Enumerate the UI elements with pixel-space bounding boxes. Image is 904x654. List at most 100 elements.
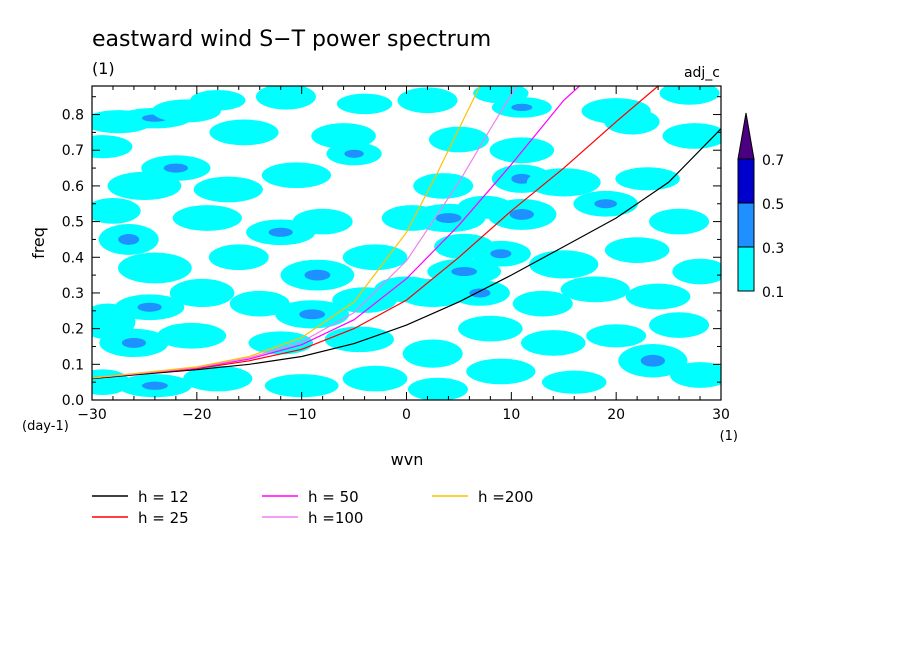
contour-patch [489,137,555,164]
contour-patch [541,370,607,394]
x-tick-label: −10 [287,407,317,423]
contour-core [268,227,293,237]
x-tick-label: 30 [712,407,730,423]
colorbar-extend-arrow [737,112,755,160]
chart-subtitle: (1) [92,59,115,78]
contour-patch [208,244,269,271]
y-tick-label: 0.0 [62,393,84,409]
contour-patch [526,168,601,197]
colorbar-label: 0.1 [762,285,784,301]
y-tick-label: 0.4 [62,250,84,266]
contour-core [511,103,533,112]
contour-patch [311,123,376,149]
contour-core [451,267,478,277]
contour-patch [342,365,408,392]
contour-core [118,234,140,245]
contour-patch [604,237,670,263]
contour-patch [586,324,647,348]
contour-patch [520,330,586,356]
contour-patch [292,208,353,235]
contour-patch [92,198,141,224]
contour-core [435,213,462,223]
contour-core [299,309,326,320]
contour-patch [92,135,133,159]
x-tick-label: −30 [77,407,107,423]
colorbar-segment [737,158,755,204]
x-axis-label: wvn [391,450,424,469]
chart-title: eastward wind S−T power spectrum [92,27,491,52]
contour-patch [398,278,468,308]
contour-patch [117,252,192,284]
contour-patch [662,123,721,149]
x-tick-label: 10 [502,407,520,423]
contour-patch [529,250,599,279]
contour-core [594,199,617,209]
contour-patch [649,312,710,338]
contour-core [137,302,162,312]
contour-patch [190,89,246,111]
legend-label: h = 12 [138,488,189,506]
contour-patch [512,290,573,317]
contour-patch [229,290,290,317]
contour-patch [604,108,660,135]
legend-label: h = 50 [308,488,359,506]
x-unit-label: (1) [720,429,738,444]
contour-patch [248,331,313,355]
contour-patch [209,119,279,146]
contour-patch [649,208,710,235]
colorbar-label: 0.7 [762,153,784,169]
axes: −30 −20 −10 0 10 20 30 0.0 0.1 0.2 0.3 0.4 0.5 0.6 0.7… [62,86,730,423]
x-tick-label: 0 [402,407,411,423]
contour-patch [402,339,463,368]
contour-patch [407,377,468,400]
contour-core [490,249,512,259]
colorbar-label: 0.5 [762,197,784,213]
contour-patch [615,167,680,191]
contour-core [121,337,147,348]
colorbar-segment [737,246,755,292]
colorbar-label: 0.3 [762,241,784,257]
contour-core [163,163,188,173]
contour-core [344,149,364,158]
series-line-5 [92,86,481,379]
contour-core [509,209,534,220]
contour-patch [336,93,393,115]
contour-patch [672,258,721,285]
contour-patch [560,276,630,303]
contour-patch [625,283,691,310]
contour-patch [458,315,523,342]
contour-patch [169,278,235,308]
y-tick-label: 0.8 [62,108,84,124]
contour-core [640,354,665,367]
contour-patch [413,173,474,199]
contour-patch [466,358,536,385]
colorbar-segment [737,202,755,248]
contour-patch [156,322,227,349]
contour-patch [193,176,263,203]
contour-field [92,86,721,400]
corner-label: adj_c [684,65,720,81]
contour-patch [261,162,332,189]
y-tick-label: 0.2 [62,322,84,338]
x-tick-label: −20 [182,407,212,423]
contour-patch [264,374,339,398]
legend: h = 12 h = 25 h = 50 h =100 h =200 [92,488,533,527]
y-tick-label: 0.3 [62,286,84,302]
y-tick-label: 0.1 [62,357,84,373]
legend-label: h = 25 [138,509,189,527]
contour-patch [670,362,721,388]
contour-core [141,381,168,390]
colorbar: 0.1 0.3 0.5 0.7 [737,112,784,301]
y-tick-label: 0.6 [62,179,84,195]
legend-label: h =100 [308,509,363,527]
y-axis-label: freq [29,227,48,259]
dispersion-curves [92,86,721,380]
contour-patch [183,365,253,392]
y-tick-label: 0.5 [62,215,84,231]
contour-patch [172,205,242,231]
x-tick-label: 20 [607,407,625,423]
contour-patch [397,87,458,114]
y-unit-label: (day-1) [22,419,69,434]
contour-patch [428,126,489,153]
contour-patch [342,244,408,271]
